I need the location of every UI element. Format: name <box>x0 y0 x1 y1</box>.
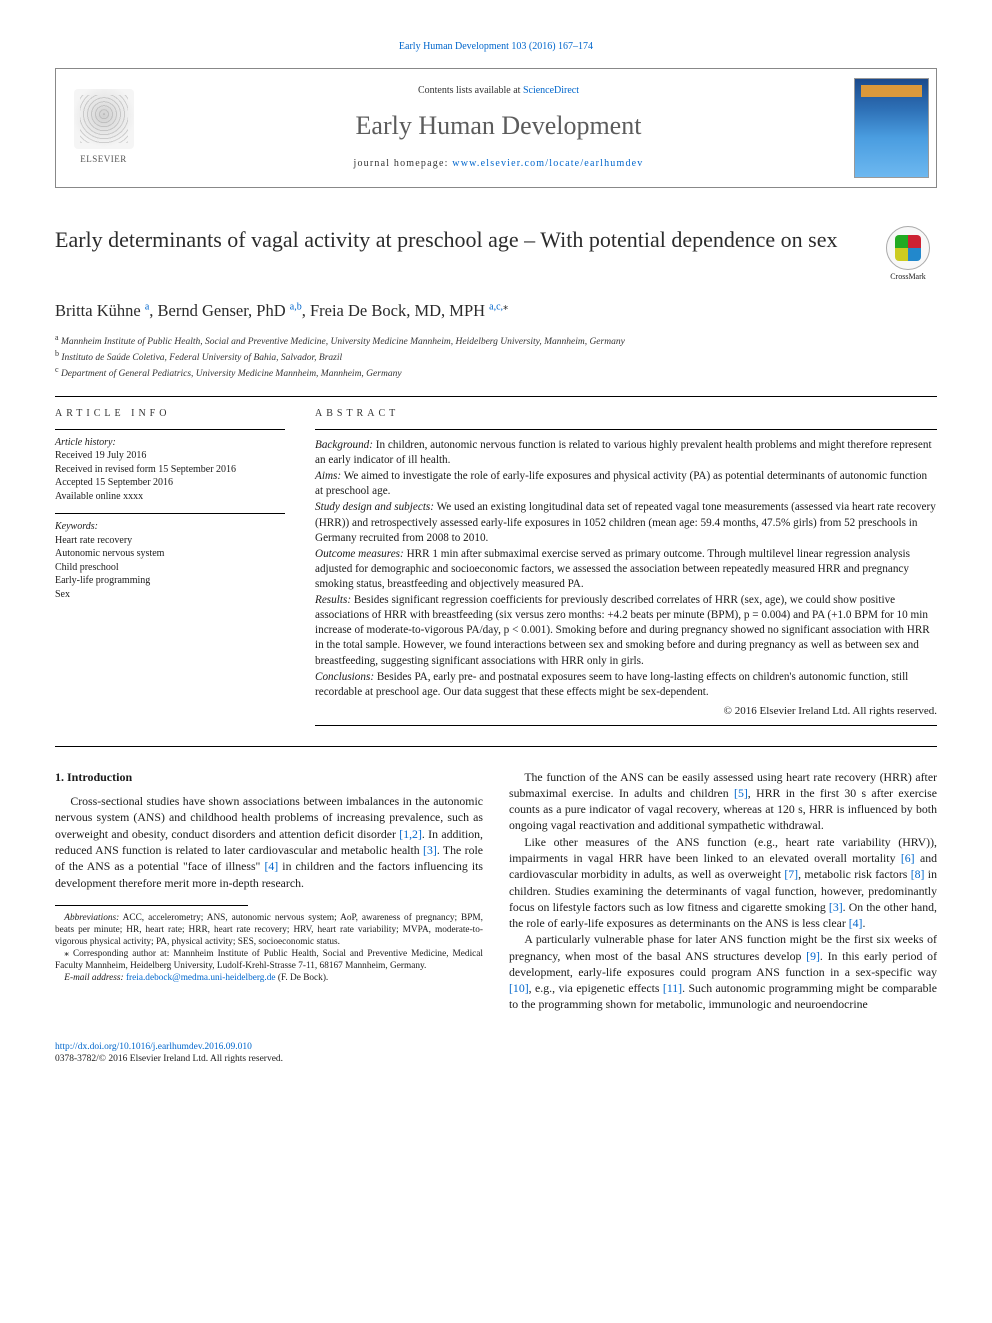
footer: http://dx.doi.org/10.1016/j.earlhumdev.2… <box>55 1041 937 1066</box>
author-affil-sup[interactable]: a <box>145 302 149 313</box>
citation-ref[interactable]: [3] <box>829 900 843 914</box>
body-paragraph: The function of the ANS can be easily as… <box>509 769 937 834</box>
email-link[interactable]: freia.debock@medma.uni-heidelberg.de <box>126 973 276 983</box>
affiliation: a Mannheim Institute of Public Health, S… <box>55 333 937 349</box>
journal-title: Early Human Development <box>356 108 642 143</box>
crossmark-label: CrossMark <box>890 272 926 281</box>
crossmark-badge[interactable]: CrossMark <box>879 226 937 283</box>
citation-ref[interactable]: [9] <box>806 949 820 963</box>
citation-ref[interactable]: [5] <box>734 786 748 800</box>
citation-ref[interactable]: [3] <box>423 843 437 857</box>
abstract-copyright: © 2016 Elsevier Ireland Ltd. All rights … <box>315 704 937 719</box>
abstract-design: Study design and subjects: We used an ex… <box>315 500 937 545</box>
abstract-outcome: Outcome measures: HRR 1 min after submax… <box>315 547 937 592</box>
article-title: Early determinants of vagal activity at … <box>55 226 859 255</box>
elsevier-logo: ELSEVIER <box>56 69 151 187</box>
footnote-divider <box>55 905 248 906</box>
author-name: Bernd Genser, PhD <box>158 301 286 320</box>
homepage-prefix: journal homepage: <box>353 158 452 169</box>
article-info: ARTICLE INFO Article history: Received 1… <box>55 407 285 733</box>
crossmark-icon <box>886 226 930 270</box>
keyword: Heart rate recovery <box>55 534 285 548</box>
cover-thumbnail <box>846 69 936 187</box>
publisher-name: ELSEVIER <box>80 153 127 165</box>
section-heading: 1. Introduction <box>55 769 483 786</box>
keyword: Autonomic nervous system <box>55 547 285 561</box>
citation-ref[interactable]: [4] <box>849 916 863 930</box>
journal-header: ELSEVIER Contents lists available at Sci… <box>55 68 937 188</box>
cover-image-icon <box>854 78 929 178</box>
contents-prefix: Contents lists available at <box>418 85 523 96</box>
citation-ref[interactable]: [4] <box>264 859 278 873</box>
corresponding-star[interactable]: ⁎ <box>503 302 508 313</box>
history-received: Received 19 July 2016 <box>55 449 285 463</box>
sciencedirect-link[interactable]: ScienceDirect <box>523 85 579 96</box>
abstract-aims: Aims: We aimed to investigate the role o… <box>315 469 937 499</box>
affiliation: b Instituto de Saúde Coletiva, Federal U… <box>55 349 937 365</box>
abstract-background: Background: In children, autonomic nervo… <box>315 438 937 468</box>
keyword: Early-life programming <box>55 574 285 588</box>
info-heading: ARTICLE INFO <box>55 407 285 421</box>
authors: Britta Kühne a, Bernd Genser, PhD a,b, F… <box>55 300 937 322</box>
abstract: ABSTRACT Background: In children, autono… <box>315 407 937 733</box>
keywords-label: Keywords: <box>55 520 285 534</box>
running-header: Early Human Development 103 (2016) 167–1… <box>55 40 937 54</box>
citation-link[interactable]: Early Human Development 103 (2016) 167–1… <box>399 41 593 52</box>
history-online: Available online xxxx <box>55 490 285 504</box>
issn-copyright: 0378-3782/© 2016 Elsevier Ireland Ltd. A… <box>55 1054 283 1064</box>
contents-line: Contents lists available at ScienceDirec… <box>418 84 579 98</box>
article-history: Article history: Received 19 July 2016 R… <box>55 436 285 504</box>
history-accepted: Accepted 15 September 2016 <box>55 476 285 490</box>
homepage-link[interactable]: www.elsevier.com/locate/earlhumdev <box>452 158 643 169</box>
author-name: Freia De Bock, MD, MPH <box>310 301 485 320</box>
divider <box>55 746 937 747</box>
citation-ref[interactable]: [8] <box>911 867 925 881</box>
doi-link[interactable]: http://dx.doi.org/10.1016/j.earlhumdev.2… <box>55 1042 252 1052</box>
affiliations: a Mannheim Institute of Public Health, S… <box>55 333 937 381</box>
history-label: Article history: <box>55 436 285 450</box>
citation-ref[interactable]: [10] <box>509 981 529 995</box>
journal-homepage: journal homepage: www.elsevier.com/locat… <box>353 157 643 171</box>
article-body: 1. Introduction Cross-sectional studies … <box>55 769 937 1013</box>
citation-ref[interactable]: [7] <box>784 867 798 881</box>
footnotes: Abbreviations: ACC, accelerometry; ANS, … <box>55 912 483 984</box>
author-affil-sup[interactable]: a,c, <box>489 302 503 313</box>
abstract-conclusions: Conclusions: Besides PA, early pre- and … <box>315 670 937 700</box>
body-paragraph: Like other measures of the ANS function … <box>509 834 937 932</box>
citation-ref[interactable]: [6] <box>901 851 915 865</box>
body-paragraph: A particularly vulnerable phase for late… <box>509 931 937 1012</box>
citation-ref[interactable]: [1,2] <box>399 827 422 841</box>
body-paragraph: Cross-sectional studies have shown assoc… <box>55 793 483 891</box>
divider <box>55 396 937 397</box>
corresponding-footnote: ⁎ Corresponding author at: Mannheim Inst… <box>55 948 483 972</box>
email-footnote: E-mail address: freia.debock@medma.uni-h… <box>55 972 483 984</box>
affiliation: c Department of General Pediatrics, Univ… <box>55 365 937 381</box>
elsevier-tree-icon <box>74 89 134 149</box>
abbreviations-footnote: Abbreviations: ACC, accelerometry; ANS, … <box>55 912 483 948</box>
keyword: Sex <box>55 588 285 602</box>
keyword: Child preschool <box>55 561 285 575</box>
history-revised: Received in revised form 15 September 20… <box>55 463 285 477</box>
abstract-results: Results: Besides significant regression … <box>315 593 937 669</box>
citation-ref[interactable]: [11] <box>663 981 682 995</box>
author-affil-sup[interactable]: a,b <box>290 302 302 313</box>
header-center: Contents lists available at ScienceDirec… <box>151 69 846 187</box>
abstract-heading: ABSTRACT <box>315 407 937 421</box>
author-name: Britta Kühne <box>55 301 141 320</box>
keywords-block: Keywords: Heart rate recovery Autonomic … <box>55 520 285 601</box>
